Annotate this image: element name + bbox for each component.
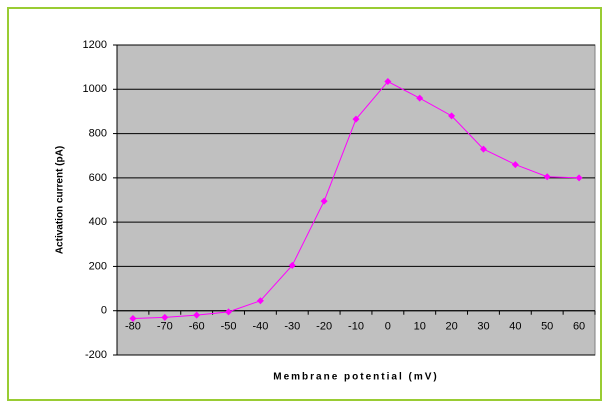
data-point <box>256 297 264 305</box>
x-tick-label: -20 <box>316 321 332 333</box>
x-tick-label: -30 <box>284 321 300 333</box>
data-point <box>384 78 392 86</box>
data-point <box>543 173 551 181</box>
data-point <box>320 197 328 205</box>
data-point <box>575 174 583 182</box>
y-tick-label: 400 <box>89 216 107 228</box>
data-point <box>193 311 201 319</box>
x-tick-label: 20 <box>445 321 457 333</box>
x-tick-label: -60 <box>189 321 205 333</box>
y-tick-label: 1000 <box>83 83 107 95</box>
data-point <box>448 112 456 120</box>
data-point <box>416 94 424 102</box>
y-tick-label: 200 <box>89 260 107 272</box>
x-tick-label: 0 <box>385 321 391 333</box>
y-tick-label: 1200 <box>83 39 107 51</box>
x-tick-label: -80 <box>125 321 141 333</box>
y-axis-title: Activation current (pA) <box>55 146 66 254</box>
data-point <box>288 261 296 269</box>
data-point <box>161 313 169 321</box>
x-axis-title: Membrane potential (mV) <box>273 372 438 383</box>
data-point <box>511 161 519 169</box>
x-tick-label: -50 <box>221 321 237 333</box>
y-tick-label: 0 <box>101 305 107 317</box>
x-tick-label: 50 <box>541 321 553 333</box>
x-tick-label: 60 <box>573 321 585 333</box>
data-point <box>479 145 487 153</box>
y-tick-label: -200 <box>85 349 107 361</box>
x-tick-label: 40 <box>509 321 521 333</box>
x-tick-label: -70 <box>157 321 173 333</box>
x-tick-label: -40 <box>252 321 268 333</box>
x-tick-label: 10 <box>414 321 426 333</box>
y-tick-label: 800 <box>89 127 107 139</box>
data-point <box>352 115 360 123</box>
data-point <box>129 314 137 322</box>
plot-area <box>116 44 596 356</box>
data-point <box>225 308 233 316</box>
x-tick-label: 30 <box>477 321 489 333</box>
x-tick-label: -10 <box>348 321 364 333</box>
y-tick-label: 600 <box>89 172 107 184</box>
